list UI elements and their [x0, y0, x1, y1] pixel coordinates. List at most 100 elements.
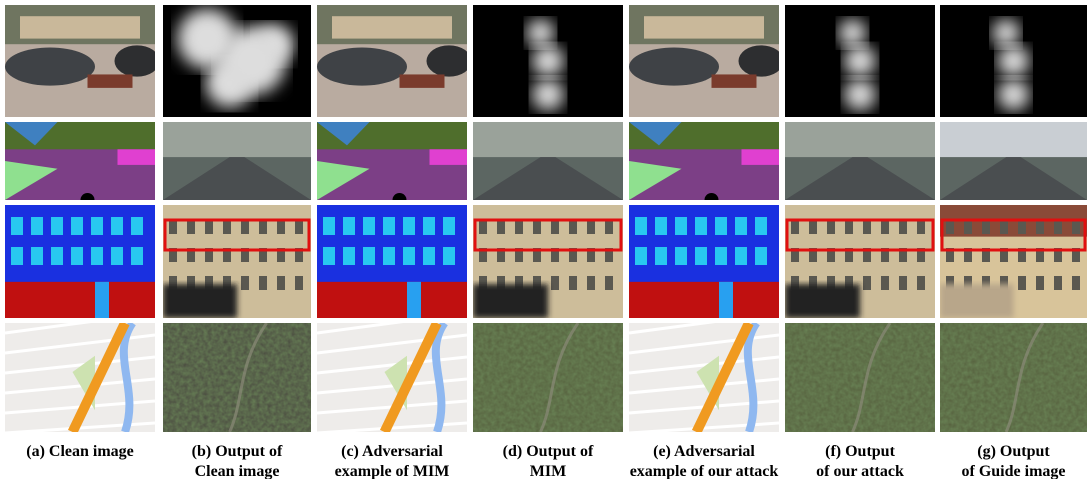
car	[5, 47, 95, 86]
window	[533, 276, 541, 290]
window	[241, 276, 249, 290]
caption: example of MIM	[335, 463, 450, 479]
region	[317, 281, 467, 318]
window	[735, 217, 747, 235]
region	[629, 281, 779, 318]
window	[635, 217, 647, 235]
window	[403, 217, 415, 235]
caption: of Guide image	[962, 463, 1066, 479]
region	[407, 281, 421, 318]
heat-blob	[254, 24, 294, 65]
window	[205, 248, 213, 262]
window	[497, 276, 505, 290]
window	[1054, 220, 1062, 234]
window	[1054, 248, 1062, 262]
window	[323, 247, 335, 265]
heat-blob	[997, 78, 1030, 111]
street	[629, 323, 716, 335]
window	[223, 220, 231, 234]
window	[11, 217, 23, 235]
image-tile	[629, 5, 779, 117]
window	[917, 248, 925, 262]
window	[791, 276, 799, 290]
window	[863, 248, 871, 262]
window	[1018, 220, 1026, 234]
window	[569, 220, 577, 234]
heat-blob	[992, 19, 1021, 47]
window	[881, 248, 889, 262]
window	[443, 247, 455, 265]
window	[169, 248, 177, 262]
window	[1072, 276, 1080, 290]
window	[31, 247, 43, 265]
window	[982, 276, 990, 290]
image-tile	[785, 5, 935, 117]
window	[964, 276, 972, 290]
window	[111, 247, 123, 265]
window	[363, 247, 375, 265]
sidewalk	[5, 161, 58, 200]
image-tile	[940, 323, 1087, 432]
image-tile	[317, 205, 467, 318]
region	[117, 149, 155, 165]
caption: (c) Adversarial	[341, 443, 443, 460]
window	[71, 247, 83, 265]
window	[515, 248, 523, 262]
window	[363, 217, 375, 235]
window	[946, 276, 954, 290]
window	[343, 217, 355, 235]
window	[881, 276, 889, 290]
river	[743, 323, 760, 432]
window	[383, 247, 395, 265]
window	[259, 248, 267, 262]
window	[551, 276, 559, 290]
window	[827, 248, 835, 262]
sidewalk	[317, 161, 370, 200]
region	[473, 122, 623, 158]
window	[187, 276, 195, 290]
window	[827, 276, 835, 290]
region	[20, 16, 140, 39]
window	[1036, 220, 1044, 234]
car	[738, 45, 779, 77]
image-tile	[940, 205, 1087, 318]
image-tile	[163, 323, 311, 432]
window	[51, 247, 63, 265]
sky	[629, 122, 682, 146]
image-tile	[940, 5, 1087, 117]
image-tile	[473, 205, 623, 318]
window	[277, 276, 285, 290]
region	[940, 284, 1014, 318]
heat-blob	[997, 45, 1030, 77]
window	[497, 220, 505, 234]
street	[629, 355, 779, 375]
caption: Clean image	[195, 463, 280, 479]
window	[259, 220, 267, 234]
highway	[691, 323, 754, 432]
sky	[317, 122, 370, 146]
window	[205, 276, 213, 290]
window	[809, 220, 817, 234]
window	[755, 247, 767, 265]
window	[587, 276, 595, 290]
heat-blob	[532, 45, 564, 77]
window	[1000, 248, 1008, 262]
window	[277, 248, 285, 262]
image-tile	[473, 5, 623, 117]
window	[551, 220, 559, 234]
road	[228, 323, 268, 432]
window	[223, 248, 231, 262]
window	[715, 247, 727, 265]
window	[809, 248, 817, 262]
window	[982, 248, 990, 262]
window	[259, 276, 267, 290]
region	[785, 323, 935, 432]
window	[964, 248, 972, 262]
window	[479, 276, 487, 290]
street	[629, 333, 779, 355]
road	[851, 323, 892, 432]
hood	[704, 193, 719, 200]
window	[223, 276, 231, 290]
image-tile	[163, 205, 311, 318]
